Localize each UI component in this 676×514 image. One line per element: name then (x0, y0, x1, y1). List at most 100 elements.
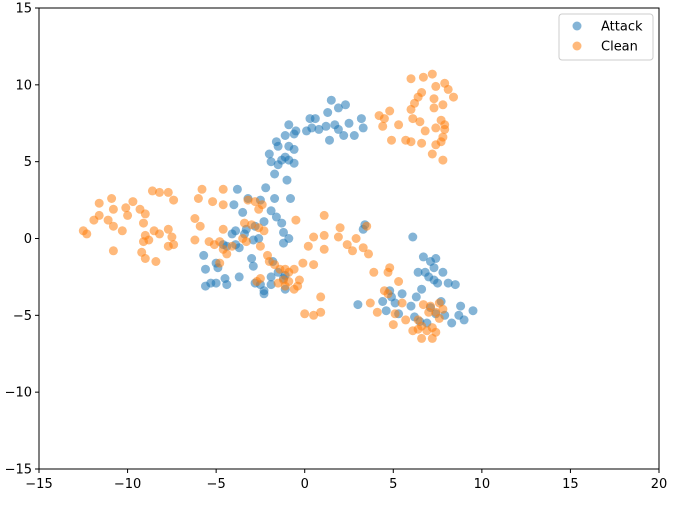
data-point (397, 298, 407, 308)
data-point (273, 141, 283, 151)
data-point (438, 267, 448, 277)
data-point (270, 169, 280, 179)
data-point (227, 241, 237, 251)
y-tick-label: 0 (24, 232, 32, 247)
data-point (309, 260, 319, 270)
data-point (365, 298, 375, 308)
data-point (289, 158, 299, 168)
data-point (277, 218, 287, 228)
data-point (351, 234, 361, 243)
data-point (431, 140, 441, 150)
data-point (429, 94, 439, 104)
data-point (218, 224, 228, 234)
data-point (316, 307, 326, 317)
data-point (378, 297, 388, 306)
data-point (247, 220, 257, 230)
data-point (199, 250, 209, 260)
data-point (418, 300, 428, 310)
data-point (309, 232, 319, 242)
data-point (190, 235, 200, 245)
y-tick-label: −10 (5, 386, 32, 401)
x-tick-label: 15 (562, 477, 579, 492)
data-point (107, 194, 117, 203)
data-point (218, 200, 228, 210)
data-point (431, 81, 441, 91)
data-point (314, 124, 324, 134)
plot-area-frame (38, 7, 660, 470)
data-point (254, 204, 264, 214)
x-tick-label: 20 (651, 477, 668, 492)
data-point (121, 203, 131, 213)
y-tick-label: 15 (15, 2, 32, 17)
data-point (319, 210, 329, 220)
series-clean (78, 69, 458, 343)
legend-box (558, 13, 654, 61)
data-point (429, 263, 439, 273)
data-point (447, 318, 457, 328)
data-point (335, 223, 345, 233)
data-point (339, 131, 349, 140)
data-point (218, 184, 228, 194)
data-point (434, 298, 444, 308)
data-point (394, 277, 404, 286)
data-point (431, 123, 441, 133)
data-point (342, 240, 352, 250)
data-point (406, 137, 416, 147)
data-point (378, 121, 388, 131)
data-point (266, 206, 276, 216)
data-point (450, 280, 460, 290)
data-point (434, 313, 444, 323)
data-point (321, 121, 331, 131)
data-point (406, 301, 416, 311)
data-point (128, 197, 138, 207)
data-point (155, 187, 164, 197)
data-point (406, 104, 416, 114)
data-point (429, 103, 439, 113)
data-point (443, 278, 453, 288)
data-point (240, 218, 249, 228)
data-point (193, 194, 203, 203)
axis-ticks: −15 −10 −5 0 5 10 15 20 −15 −10 −5 0 5 10 15 (5, 2, 668, 493)
data-point (417, 138, 427, 148)
data-point (266, 280, 276, 290)
data-point (358, 243, 368, 253)
data-point (197, 184, 207, 194)
data-point (418, 72, 428, 82)
data-point (94, 210, 104, 220)
x-tick-label: 0 (301, 477, 309, 492)
data-point (325, 135, 334, 145)
data-point (323, 108, 333, 117)
data-point (259, 217, 269, 227)
data-point (108, 204, 118, 214)
data-point (169, 195, 179, 205)
data-point (103, 215, 113, 225)
data-point (94, 198, 104, 208)
data-point (397, 289, 407, 299)
x-tick-label: −10 (114, 477, 141, 492)
data-point (309, 310, 319, 320)
data-point (243, 195, 253, 205)
data-point (280, 131, 290, 140)
data-point (300, 309, 310, 319)
data-point (394, 120, 404, 130)
x-tick-label: 10 (474, 477, 491, 492)
data-point (234, 272, 244, 282)
data-point (190, 214, 200, 223)
data-point (388, 320, 398, 330)
data-point (208, 197, 218, 207)
data-point (273, 160, 283, 170)
data-point (229, 200, 239, 210)
data-point (385, 106, 395, 116)
data-point (215, 237, 225, 247)
data-point (289, 284, 299, 294)
data-point (333, 124, 343, 134)
data-point (140, 254, 150, 263)
data-point (284, 141, 294, 151)
data-point (289, 264, 299, 274)
data-point (261, 183, 271, 193)
data-point (222, 280, 232, 290)
data-point (348, 246, 357, 256)
data-point (349, 131, 359, 140)
data-point (147, 186, 157, 196)
